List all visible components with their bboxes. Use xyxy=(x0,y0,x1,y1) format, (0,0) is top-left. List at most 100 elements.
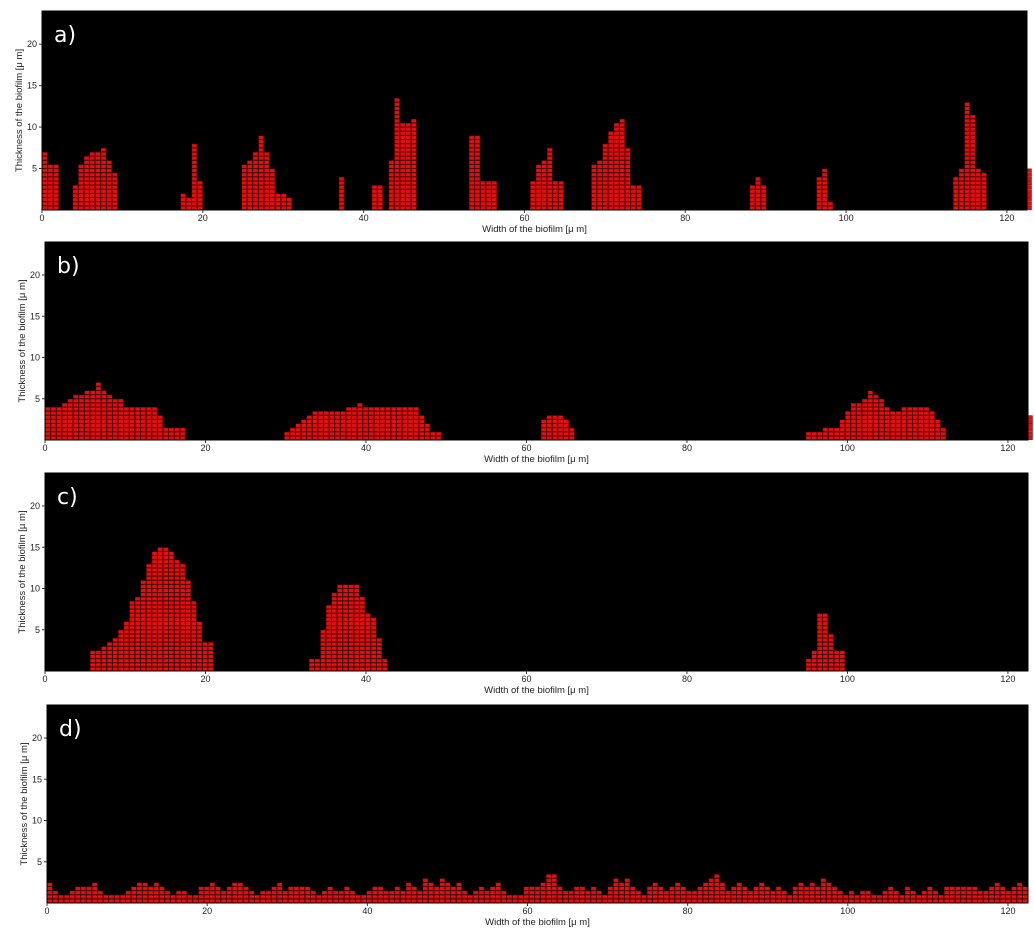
biomass-cell xyxy=(405,164,411,169)
biomass-cell xyxy=(337,646,343,651)
biomass-cell xyxy=(854,898,860,903)
biomass-cell xyxy=(474,197,481,202)
biomass-cell xyxy=(179,609,186,614)
biomass-cell xyxy=(596,189,603,194)
biomass-cell xyxy=(174,584,180,589)
biomass-cell xyxy=(958,193,965,198)
biomass-cell xyxy=(816,201,822,206)
x-tick-label: 0 xyxy=(44,906,49,916)
biomass-cell xyxy=(101,423,107,428)
biomass-cell xyxy=(540,882,546,887)
biomass-cell xyxy=(344,894,350,899)
biomass-cell xyxy=(970,143,976,148)
biomass-cell xyxy=(424,423,431,428)
biomass-cell xyxy=(100,181,107,186)
biomass-cell xyxy=(153,882,160,887)
biomass-cell xyxy=(243,898,249,903)
biomass-cell xyxy=(226,890,232,895)
biomass-cell xyxy=(42,168,48,173)
biomass-cell xyxy=(365,617,371,622)
biomass-cell xyxy=(822,181,828,186)
biomass-cell xyxy=(747,890,754,895)
biomass-cell xyxy=(180,205,186,210)
biomass-cell xyxy=(474,135,481,140)
biomass-cell xyxy=(215,898,221,903)
biomass-cell xyxy=(569,427,575,432)
biomass-cell xyxy=(344,898,350,903)
biomass-cell xyxy=(895,435,902,440)
biomass-cell xyxy=(557,898,563,903)
biomass-cell xyxy=(368,419,374,424)
biomass-cell xyxy=(461,890,468,895)
biomass-cell xyxy=(342,646,349,651)
biomass-cell xyxy=(944,890,950,895)
biomass-cell xyxy=(613,168,620,173)
biomass-cell xyxy=(377,890,384,895)
biomass-cell xyxy=(163,584,169,589)
biomass-cell xyxy=(491,193,498,198)
biomass-cell xyxy=(89,197,95,202)
biomass-cell xyxy=(850,415,857,420)
biomass-cell xyxy=(95,650,102,655)
biomass-cell xyxy=(674,882,681,887)
biomass-cell xyxy=(220,890,227,895)
biomass-cell xyxy=(370,658,377,663)
biomass-cell xyxy=(101,666,107,671)
biomass-cell xyxy=(106,193,112,198)
biomass-cell xyxy=(826,894,832,899)
biomass-cell xyxy=(374,423,380,428)
biomass-cell xyxy=(163,638,169,643)
biomass-cell xyxy=(185,633,191,638)
biomass-cell xyxy=(949,886,956,891)
biomass-cell xyxy=(47,205,54,210)
x-tick-label: 0 xyxy=(39,213,44,223)
biomass-cell xyxy=(1022,894,1028,899)
biomass-cell xyxy=(827,201,834,206)
biomass-cells xyxy=(47,874,1028,903)
biomass-cell xyxy=(151,592,158,597)
biomass-cell xyxy=(833,650,840,655)
biomass-cell xyxy=(185,605,191,610)
biomass-cell xyxy=(163,605,169,610)
biomass-cell xyxy=(325,629,332,634)
biomass-cell xyxy=(174,596,180,601)
biomass-cell xyxy=(260,894,266,899)
biomass-cell xyxy=(405,181,411,186)
biomass-cell xyxy=(61,415,68,420)
biomass-cell xyxy=(540,890,546,895)
biomass-cell xyxy=(816,176,822,181)
biomass-cell xyxy=(337,609,343,614)
biomass-cell xyxy=(878,398,885,403)
biomass-cell xyxy=(411,131,417,136)
biomass-cell xyxy=(317,411,324,416)
biomass-cell xyxy=(495,882,501,887)
biomass-cell xyxy=(78,419,85,424)
biomass-cell xyxy=(970,152,976,157)
biomass-cell xyxy=(966,898,972,903)
biomass-cell xyxy=(329,431,335,436)
biomass-cell xyxy=(359,666,366,671)
biomass-cell xyxy=(320,633,326,638)
biomass-cell xyxy=(585,898,591,903)
biomass-cell xyxy=(828,654,834,659)
biomass-cell xyxy=(1011,894,1017,899)
biomass-cell xyxy=(331,613,337,618)
biomass-cell xyxy=(839,427,845,432)
biomass-cell xyxy=(413,419,419,424)
biomass-cell xyxy=(241,189,247,194)
biomass-cell xyxy=(958,176,965,181)
biomass-cell xyxy=(342,625,349,630)
biomass-cell xyxy=(635,898,642,903)
biomass-cell xyxy=(338,197,345,202)
biomass-cell xyxy=(140,411,147,416)
biomass-cell xyxy=(275,197,281,202)
biomass-cell xyxy=(204,898,210,903)
biomass-cell xyxy=(312,419,318,424)
biomass-cell xyxy=(129,435,135,440)
biomass-cell xyxy=(613,898,619,903)
biomass-cell xyxy=(146,625,152,630)
biomass-cell xyxy=(714,894,720,899)
biomass-cell xyxy=(921,890,927,895)
biomass-cell xyxy=(613,890,619,895)
